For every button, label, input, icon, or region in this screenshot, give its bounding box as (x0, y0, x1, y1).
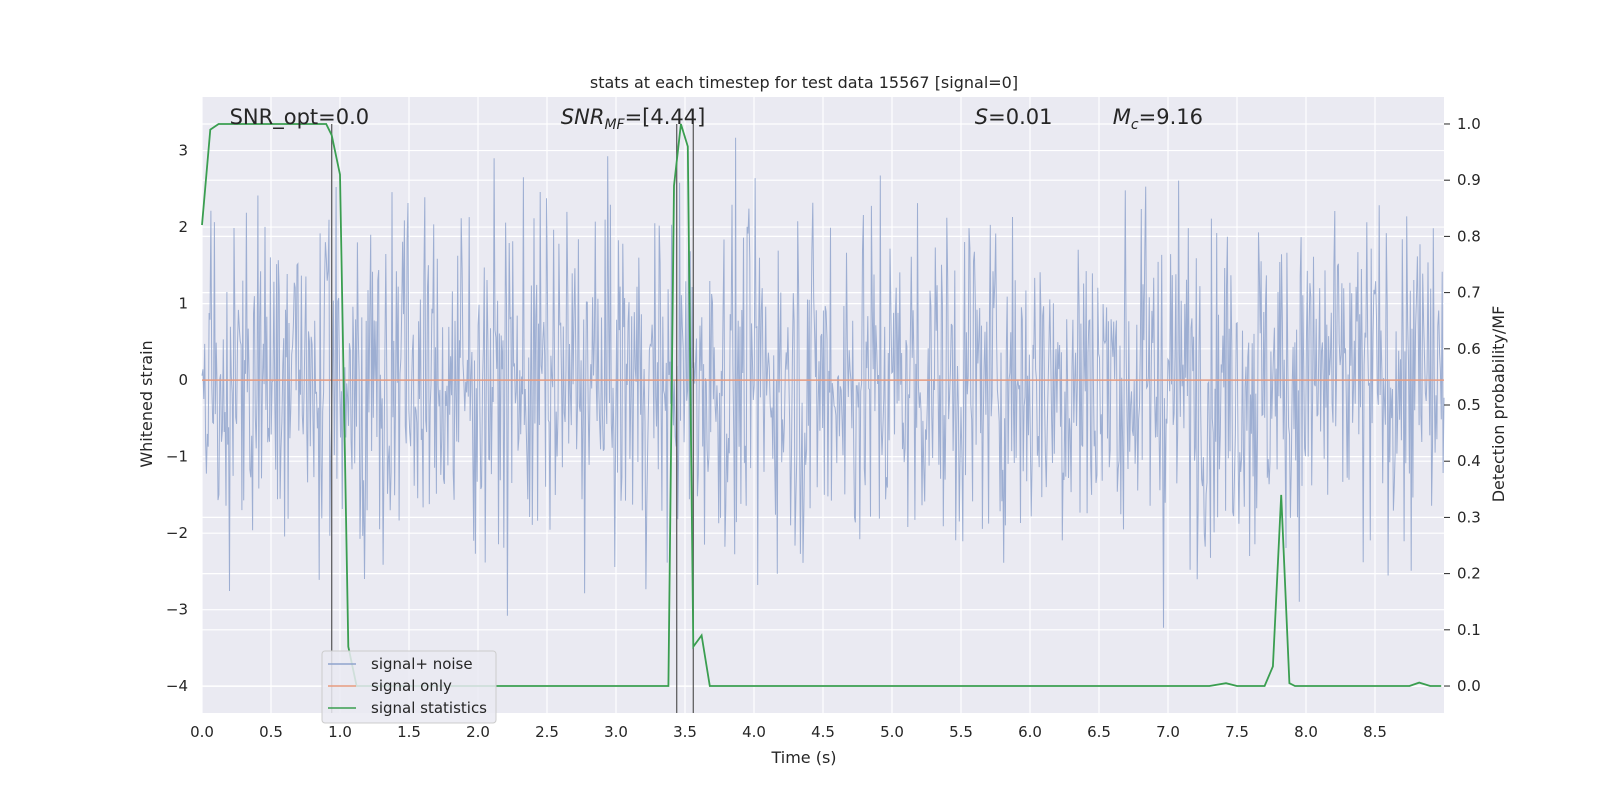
mc-symbol: M (1113, 105, 1131, 129)
x-tick-label: 6.0 (1018, 723, 1042, 741)
y-left-tick-label: 2 (178, 218, 188, 236)
x-axis-label: Time (s) (770, 748, 836, 767)
x-tick-label: 5.0 (880, 723, 904, 741)
y-right-tick-label: 0.3 (1457, 508, 1481, 526)
series-signal-statistics (201, 123, 1442, 687)
y-right-tick-label: 0.9 (1457, 171, 1481, 189)
x-tick-label: 2.5 (535, 723, 559, 741)
annotations: SNR_opt=0.0 SNRMF=[4.44] S=0.01 Mc=9.16 (230, 105, 1203, 133)
x-tick-label: 3.0 (604, 723, 628, 741)
series-signal-noise (201, 137, 1445, 628)
y-right-tick-label: 0.4 (1457, 452, 1481, 470)
legend-label-signal-only: signal only (371, 677, 452, 695)
y-left-tick-label: −2 (166, 524, 188, 542)
x-tick-label: 0.5 (259, 723, 283, 741)
x-tick-label: 8.0 (1294, 723, 1318, 741)
snr-opt-annotation: SNR_opt=0.0 (230, 105, 370, 130)
y-axis-left: 3 2 1 0 −1 −2 −3 −4 (166, 142, 188, 696)
x-tick-label: 0.0 (190, 723, 214, 741)
x-tick-label: 7.0 (1156, 723, 1180, 741)
x-tick-label: 7.5 (1225, 723, 1249, 741)
s-value: =0.01 (988, 105, 1052, 129)
y-left-tick-label: 1 (178, 295, 188, 313)
statistics-series (201, 123, 1442, 687)
y-axis-right: 1.0 0.9 0.8 0.7 0.6 0.5 0.4 0.3 0.2 0.1 0.0 (1444, 115, 1481, 695)
y-right-tick-label: 0.6 (1457, 340, 1481, 358)
x-axis: 0.0 0.5 1.0 1.5 2.0 2.5 3.0 3.5 4.0 4.5 5.0 5.5 6.0 6… (190, 723, 1387, 741)
y-axis-left-label: Whitened strain (137, 340, 156, 467)
y-left-tick-label: 3 (178, 142, 188, 160)
legend: signal+ noise signal only signal statist… (321, 650, 497, 724)
snr-mf-sub: MF (604, 117, 625, 133)
y-left-tick-label: −4 (166, 677, 188, 695)
mc-value: =9.16 (1139, 105, 1203, 129)
x-tick-label: 3.5 (673, 723, 697, 741)
legend-box (321, 650, 497, 724)
snr-mf-value: =[4.44] (625, 105, 706, 129)
mc-annotation: Mc=9.16 (1113, 105, 1203, 133)
mc-sub: c (1131, 117, 1139, 133)
y-right-tick-label: 0.1 (1457, 621, 1481, 639)
x-tick-label: 6.5 (1087, 723, 1111, 741)
snr-mf-annotation: SNRMF=[4.44] (561, 105, 706, 133)
chart-title: stats at each timestep for test data 155… (590, 73, 1018, 92)
legend-label-statistics: signal statistics (371, 699, 487, 717)
s-symbol: S (975, 105, 988, 129)
y-axis-right-label: Detection probability/MF (1489, 306, 1508, 503)
y-right-tick-label: 1.0 (1457, 115, 1481, 133)
x-tick-label: 1.5 (397, 723, 421, 741)
s-annotation: S=0.01 (975, 105, 1053, 129)
x-tick-label: 4.0 (742, 723, 766, 741)
legend-label-noise: signal+ noise (371, 655, 473, 673)
y-right-tick-label: 0.7 (1457, 284, 1481, 302)
x-tick-label: 5.5 (949, 723, 973, 741)
noise-series (201, 137, 1445, 628)
y-right-tick-label: 0.5 (1457, 396, 1481, 414)
y-right-tick-label: 0.8 (1457, 227, 1481, 245)
y-right-tick-label: 0.2 (1457, 565, 1481, 583)
snr-mf-base: SNR (561, 105, 605, 129)
y-left-tick-label: −3 (166, 601, 188, 619)
x-tick-label: 4.5 (811, 723, 835, 741)
y-left-tick-label: −1 (166, 448, 188, 466)
x-tick-label: 8.5 (1363, 723, 1387, 741)
x-tick-label: 1.0 (328, 723, 352, 741)
y-left-tick-label: 0 (178, 371, 188, 389)
x-tick-label: 2.0 (466, 723, 490, 741)
y-right-tick-label: 0.0 (1457, 677, 1481, 695)
